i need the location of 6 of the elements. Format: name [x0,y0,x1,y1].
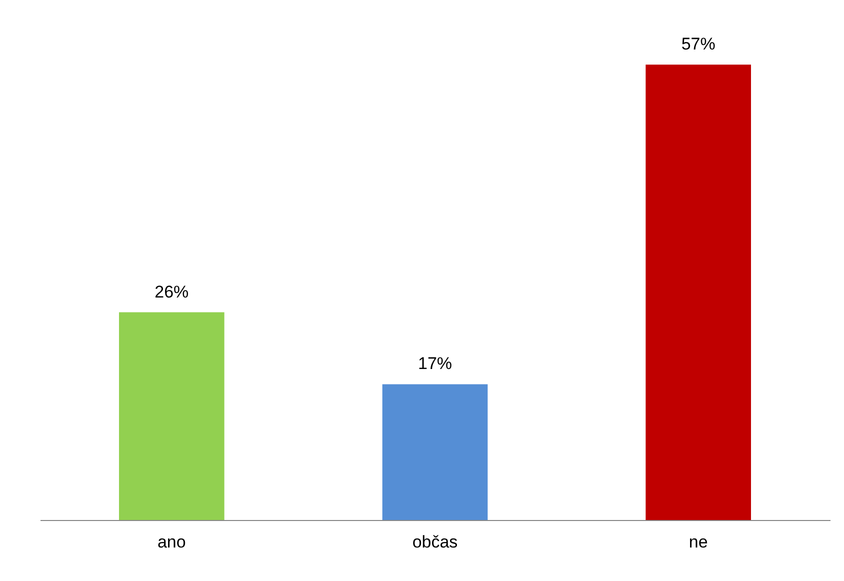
x-tick-label: ano [157,532,186,552]
data-label: 57% [681,34,716,54]
x-tick-label: ne [688,532,708,552]
x-tick-label: občas [412,532,458,552]
data-label: 26% [154,282,189,302]
data-label: 17% [418,354,452,374]
